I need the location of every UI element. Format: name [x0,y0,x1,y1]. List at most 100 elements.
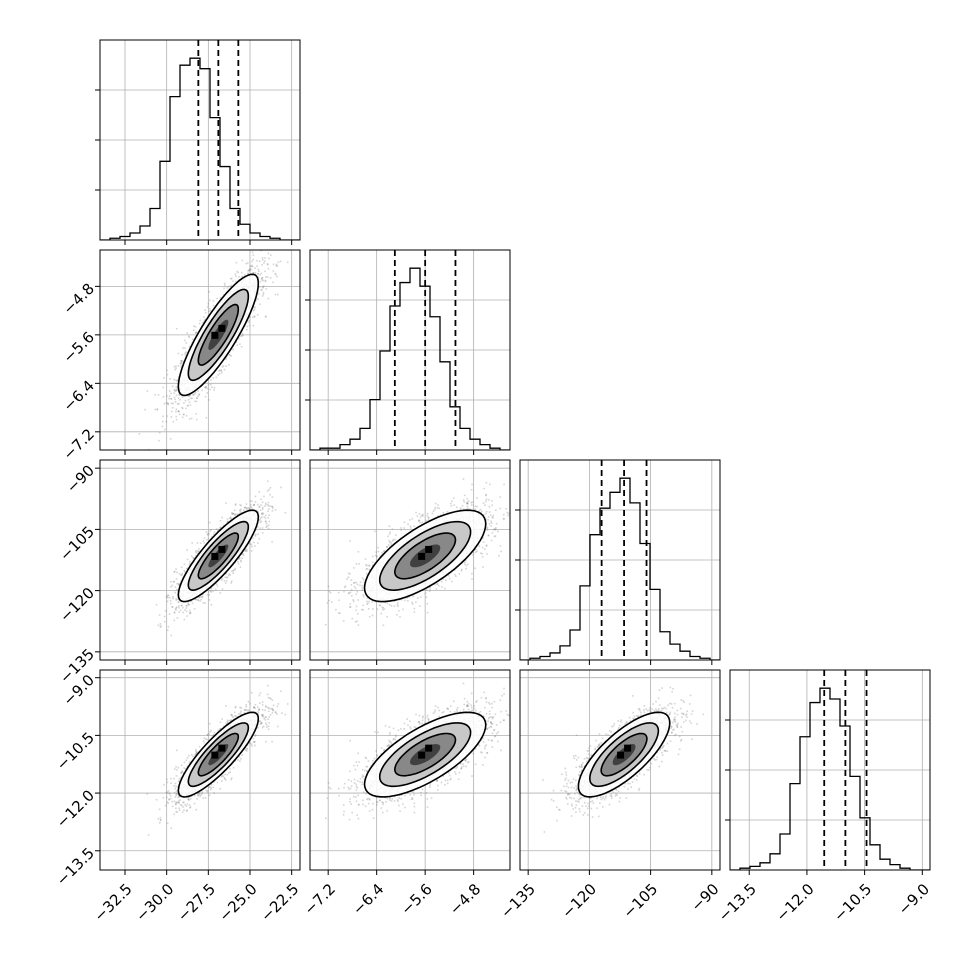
sample-point [256,259,258,262]
sample-point [199,542,202,544]
panel-content [100,460,309,660]
sample-point [191,397,193,400]
sample-point [195,331,198,334]
sample-point [260,512,263,515]
sample-point [454,573,456,576]
sample-point [232,570,234,572]
sample-point [188,346,191,348]
sample-point [338,599,340,602]
sample-point [186,558,189,561]
sample-point [200,598,203,601]
sample-point [230,284,233,287]
sample-point [185,342,188,344]
sample-point [207,399,210,401]
sample-point [240,504,243,507]
sample-point [178,413,181,416]
sample-point [230,355,232,357]
sample-point [390,542,393,545]
sample-point [245,262,248,265]
sample-point [197,390,199,393]
sample-point [158,431,161,434]
sample-point [177,410,180,412]
sample-point [167,596,169,599]
sample-point [159,623,162,625]
sample-point [170,416,173,418]
sample-point [241,557,243,559]
sample-point [239,509,241,512]
sample-point [426,515,429,517]
sample-point [247,507,250,509]
sample-point [276,265,279,267]
sample-point [177,397,180,400]
sample-point [175,389,178,391]
sample-point [169,602,172,605]
sample-point [267,501,270,504]
sample-point [160,625,162,627]
sample-point [274,273,277,276]
sample-point [187,603,189,605]
sample-point [163,615,166,618]
sample-point [196,542,199,544]
density-peak [211,331,219,339]
sample-point [191,542,193,544]
sample-point [188,418,191,420]
sample-point [205,387,207,389]
sample-point [169,378,171,380]
sample-point [206,306,209,308]
sample-point [218,370,220,372]
sample-point [258,491,261,493]
sample-point [261,295,264,297]
sample-point [232,512,234,515]
sample-point [177,583,180,586]
sample-point [263,262,265,264]
sample-point [175,410,177,413]
sample-point [187,335,190,338]
sample-point [467,500,470,502]
sample-point [154,394,156,396]
sample-point [307,479,309,481]
sample-point [194,598,197,600]
sample-point [219,526,222,529]
sample-point [174,591,177,594]
sample-point [165,420,168,423]
sample-point [200,596,203,598]
sample-point [244,548,247,551]
sample-point [184,571,186,573]
sample-point [208,290,210,293]
sample-point [167,625,170,628]
sample-point [419,521,421,524]
y-tick-label: −90 [63,461,98,496]
y-tick-label: −105 [56,523,98,565]
contour-1 [187,520,250,592]
sample-point [264,280,267,283]
sample-point [266,276,269,278]
panel-frame [99,39,301,241]
sample-point [241,332,244,335]
sample-point [177,410,180,413]
sample-point [229,574,232,576]
sample-point [177,352,180,355]
sample-point [201,321,204,324]
sample-point [230,518,232,521]
density-peak [211,552,219,560]
sample-point [275,264,277,267]
sample-point [198,322,201,325]
sample-point [256,509,258,512]
sample-point [186,352,188,354]
sample-point [188,336,191,339]
sample-point [195,549,197,552]
sample-point [206,392,209,394]
sample-point [279,260,282,263]
sample-point [182,413,185,416]
sample-point [236,344,239,346]
sample-point [266,490,269,492]
sample-point [170,581,172,583]
sample-point [265,526,268,528]
sample-point [201,595,204,598]
sample-point [196,550,199,552]
sample-point [177,365,180,367]
sample-point [276,293,279,296]
panel-content [100,250,300,450]
sample-point [178,394,181,396]
sample-point [193,392,196,395]
